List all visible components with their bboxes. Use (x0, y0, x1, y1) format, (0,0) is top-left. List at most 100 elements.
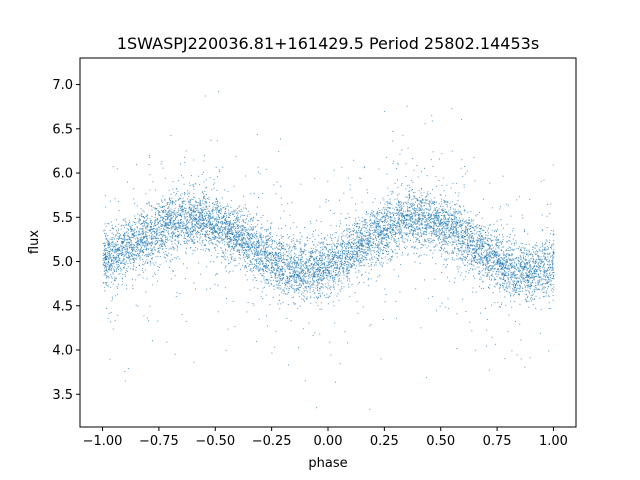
data-point (242, 237, 244, 239)
data-point (178, 208, 179, 210)
data-point (251, 246, 253, 248)
data-point (338, 236, 340, 238)
data-point (271, 265, 273, 267)
data-point (383, 246, 384, 248)
data-point (501, 246, 503, 248)
data-point (282, 277, 284, 278)
data-point (243, 195, 245, 197)
data-point (414, 230, 416, 232)
data-point (454, 211, 456, 213)
data-point (445, 218, 447, 220)
data-point (146, 225, 148, 226)
data-point (250, 268, 252, 270)
data-point (191, 213, 193, 215)
data-point (471, 256, 473, 258)
data-point (482, 262, 484, 264)
data-point (461, 245, 463, 247)
data-point (237, 211, 239, 213)
data-point (263, 271, 265, 272)
data-point (539, 284, 541, 286)
data-point (231, 257, 233, 259)
data-point (503, 262, 505, 264)
data-point (203, 226, 205, 228)
data-point (358, 250, 360, 252)
data-point (355, 220, 357, 222)
data-point (335, 260, 337, 262)
data-point (545, 271, 547, 273)
data-point (476, 243, 478, 245)
data-point (270, 258, 272, 260)
data-point (154, 238, 156, 240)
data-point (495, 239, 496, 241)
data-point (211, 229, 213, 230)
data-point (367, 278, 369, 279)
data-point (191, 205, 193, 207)
data-point (199, 239, 201, 241)
data-point (255, 266, 257, 267)
data-point (313, 231, 314, 233)
data-point (290, 285, 292, 287)
data-point (107, 268, 109, 270)
data-point (278, 276, 280, 278)
data-point (121, 243, 123, 245)
data-point (242, 240, 244, 242)
data-point (221, 222, 223, 224)
data-point (258, 171, 259, 173)
data-point (333, 280, 335, 282)
data-point (265, 243, 267, 245)
data-point (463, 184, 465, 186)
data-point (128, 245, 130, 246)
data-point (167, 204, 168, 205)
data-point (466, 170, 468, 172)
data-point (424, 244, 426, 246)
data-point (108, 262, 110, 264)
data-point (500, 219, 502, 220)
data-point (116, 248, 118, 250)
data-point (385, 218, 387, 220)
data-point (445, 306, 447, 308)
data-point (398, 211, 400, 213)
data-point (492, 257, 494, 259)
data-point (480, 246, 482, 248)
data-point (551, 261, 553, 263)
data-point (193, 228, 195, 230)
data-point (257, 250, 259, 252)
data-point (453, 211, 455, 212)
data-point (362, 306, 364, 308)
data-point (144, 237, 146, 239)
data-point (424, 238, 426, 240)
data-point (138, 230, 140, 232)
data-point (247, 241, 249, 243)
data-point (265, 247, 267, 249)
data-point (258, 196, 259, 198)
data-point (215, 274, 216, 276)
data-point (256, 268, 258, 270)
data-point (129, 252, 131, 254)
data-point (205, 226, 207, 228)
data-point (258, 246, 260, 248)
data-point (399, 225, 401, 227)
data-point (481, 235, 483, 237)
data-point (111, 253, 113, 254)
data-point (199, 207, 201, 209)
data-point (111, 242, 112, 244)
data-point (374, 256, 375, 258)
data-point (512, 283, 514, 285)
data-point (354, 268, 356, 269)
data-point (509, 240, 511, 242)
data-point (104, 290, 106, 292)
data-point (250, 244, 252, 246)
data-point (463, 241, 465, 243)
data-point (299, 250, 301, 252)
data-point (480, 253, 482, 255)
data-point (145, 222, 147, 224)
data-point (362, 237, 364, 239)
data-point (425, 224, 427, 226)
data-point (225, 237, 227, 239)
data-point (240, 229, 242, 231)
data-point (365, 252, 367, 254)
data-point (226, 215, 228, 217)
data-point (288, 281, 290, 283)
data-point (260, 228, 262, 230)
data-point (194, 249, 196, 251)
